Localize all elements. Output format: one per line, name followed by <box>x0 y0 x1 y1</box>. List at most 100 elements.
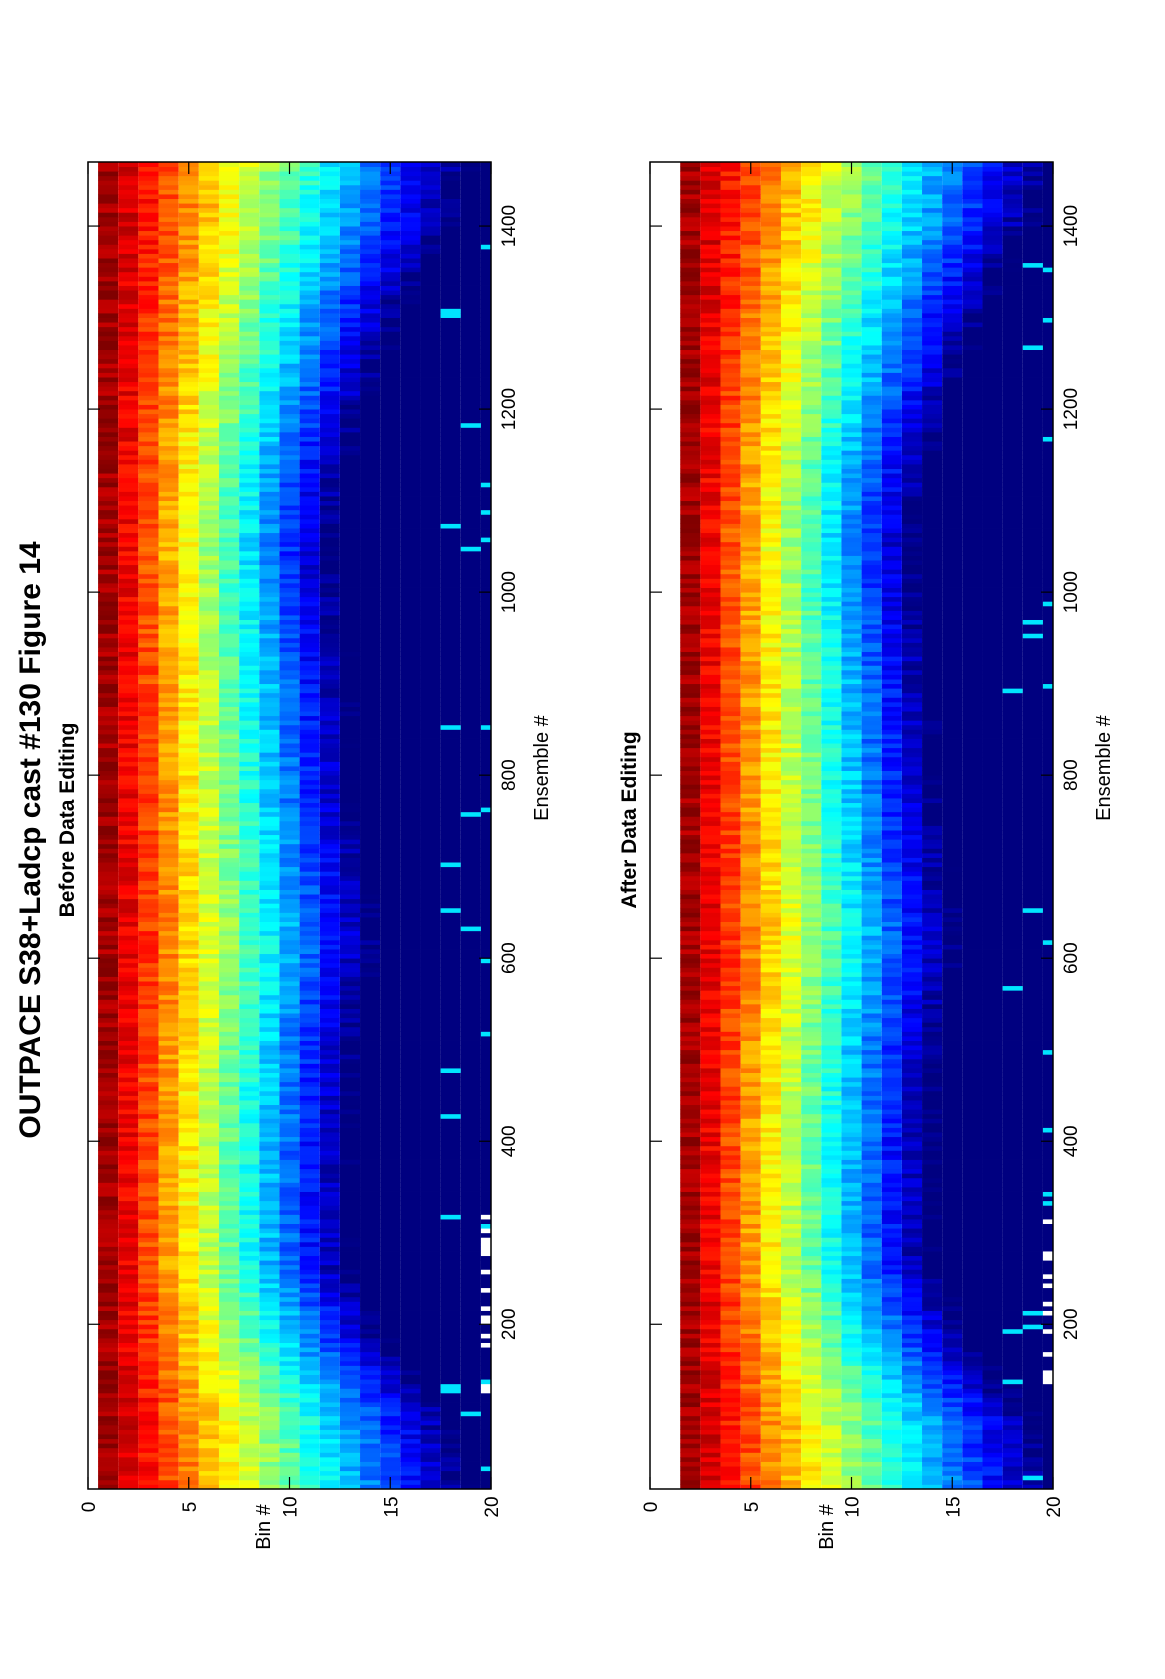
heatmap-cell <box>138 1406 159 1412</box>
heatmap-cell <box>420 720 441 726</box>
heatmap-cell <box>400 1132 421 1138</box>
heatmap-cell <box>380 1191 401 1197</box>
heatmap-cell <box>118 871 139 877</box>
heatmap-cell <box>360 354 381 360</box>
heatmap-cell <box>98 345 119 351</box>
heatmap-cell <box>259 358 280 364</box>
heatmap-cell <box>138 486 159 492</box>
heatmap-cell <box>198 1164 219 1170</box>
heatmap-cell <box>400 1068 421 1073</box>
heatmap-cell <box>239 1324 260 1330</box>
heatmap-cell <box>400 422 421 428</box>
heatmap-cell <box>198 665 219 671</box>
heatmap-cell <box>480 390 491 396</box>
heatmap-cell <box>98 1154 119 1160</box>
heatmap-cell <box>460 701 481 707</box>
heatmap-cell <box>319 500 340 506</box>
heatmap-cell <box>138 743 159 749</box>
heatmap-cell <box>239 436 260 442</box>
heatmap-cell <box>218 793 240 799</box>
heatmap-cell <box>440 1310 461 1316</box>
heatmap-cell <box>440 1054 461 1060</box>
heatmap-cell <box>480 1415 491 1421</box>
heatmap-cell <box>420 1040 441 1046</box>
heatmap-cell <box>279 450 300 456</box>
heatmap-cell <box>360 532 381 538</box>
heatmap-cell <box>319 409 340 415</box>
heatmap-cell <box>98 1209 119 1215</box>
heatmap-cell <box>440 715 461 721</box>
heatmap-cell <box>460 546 481 552</box>
heatmap-cell <box>198 1232 219 1238</box>
heatmap-cell <box>440 482 461 488</box>
heatmap-cell <box>158 1209 179 1215</box>
heatmap-cell <box>178 1219 199 1224</box>
heatmap-cell <box>118 756 139 762</box>
heatmap-cell <box>380 367 401 373</box>
heatmap-cell <box>239 1205 260 1211</box>
heatmap-cell <box>440 784 461 790</box>
heatmap-cell <box>319 1315 340 1321</box>
heatmap-cell <box>239 665 260 671</box>
heatmap-cell <box>480 656 491 662</box>
heatmap-cell <box>138 354 159 360</box>
heatmap-cell <box>279 349 300 355</box>
heatmap-cell <box>339 976 361 982</box>
heatmap-cell <box>198 1374 219 1380</box>
heatmap-cell <box>360 528 381 534</box>
heatmap-cell <box>380 601 401 607</box>
y-axis-label-before: Bin # <box>253 1503 275 1549</box>
heatmap-cell <box>380 1173 401 1179</box>
heatmap-cell <box>218 898 240 904</box>
heatmap-cell <box>480 500 491 506</box>
heatmap-cell <box>440 569 461 575</box>
heatmap-cell <box>339 1040 361 1046</box>
heatmap-cell <box>198 784 219 790</box>
heatmap-cell <box>279 1068 300 1073</box>
heatmap-cell <box>400 953 421 959</box>
heatmap-cell <box>360 569 381 575</box>
heatmap-cell <box>118 1058 139 1064</box>
heatmap-cell <box>339 349 361 355</box>
heatmap-cell <box>480 807 491 813</box>
heatmap-cell <box>239 1209 260 1215</box>
heatmap-cell <box>279 386 300 392</box>
heatmap-cell <box>218 839 240 845</box>
heatmap-cell <box>480 1374 491 1380</box>
heatmap-cell <box>239 692 260 698</box>
heatmap-cell <box>480 862 491 868</box>
heatmap-cell <box>299 1122 320 1128</box>
heatmap-cell <box>440 1186 461 1192</box>
heatmap-cell <box>178 427 199 433</box>
heatmap-cell <box>380 541 401 547</box>
heatmap-cell <box>339 1017 361 1023</box>
heatmap-cell <box>259 624 280 630</box>
heatmap-cell <box>178 555 199 561</box>
heatmap-cell <box>440 1338 461 1343</box>
heatmap-cell <box>420 665 441 671</box>
heatmap-cell <box>460 1228 481 1234</box>
heatmap-cell <box>279 1031 300 1037</box>
heatmap-cell <box>319 711 340 717</box>
heatmap-cell <box>98 999 119 1005</box>
heatmap-cell <box>400 1150 421 1156</box>
heatmap-cell <box>138 1269 159 1275</box>
heatmap-cell <box>178 912 199 918</box>
heatmap-cell <box>118 1342 139 1348</box>
heatmap-cell <box>118 1090 139 1096</box>
heatmap-cell <box>420 683 441 689</box>
heatmap-cell <box>420 1260 441 1266</box>
heatmap-cell <box>259 766 280 771</box>
heatmap-cell <box>198 587 219 593</box>
heatmap-cell <box>339 1255 361 1261</box>
heatmap-cell <box>178 1283 199 1289</box>
heatmap-cell <box>420 624 441 630</box>
heatmap-cell <box>339 875 361 881</box>
heatmap-cell <box>440 939 461 945</box>
heatmap-cell <box>98 372 119 378</box>
heatmap-cell <box>440 779 461 785</box>
heatmap-cell <box>360 999 381 1005</box>
heatmap-cell <box>279 1443 300 1449</box>
heatmap-cell <box>98 981 119 987</box>
heatmap-cell <box>380 1237 401 1243</box>
